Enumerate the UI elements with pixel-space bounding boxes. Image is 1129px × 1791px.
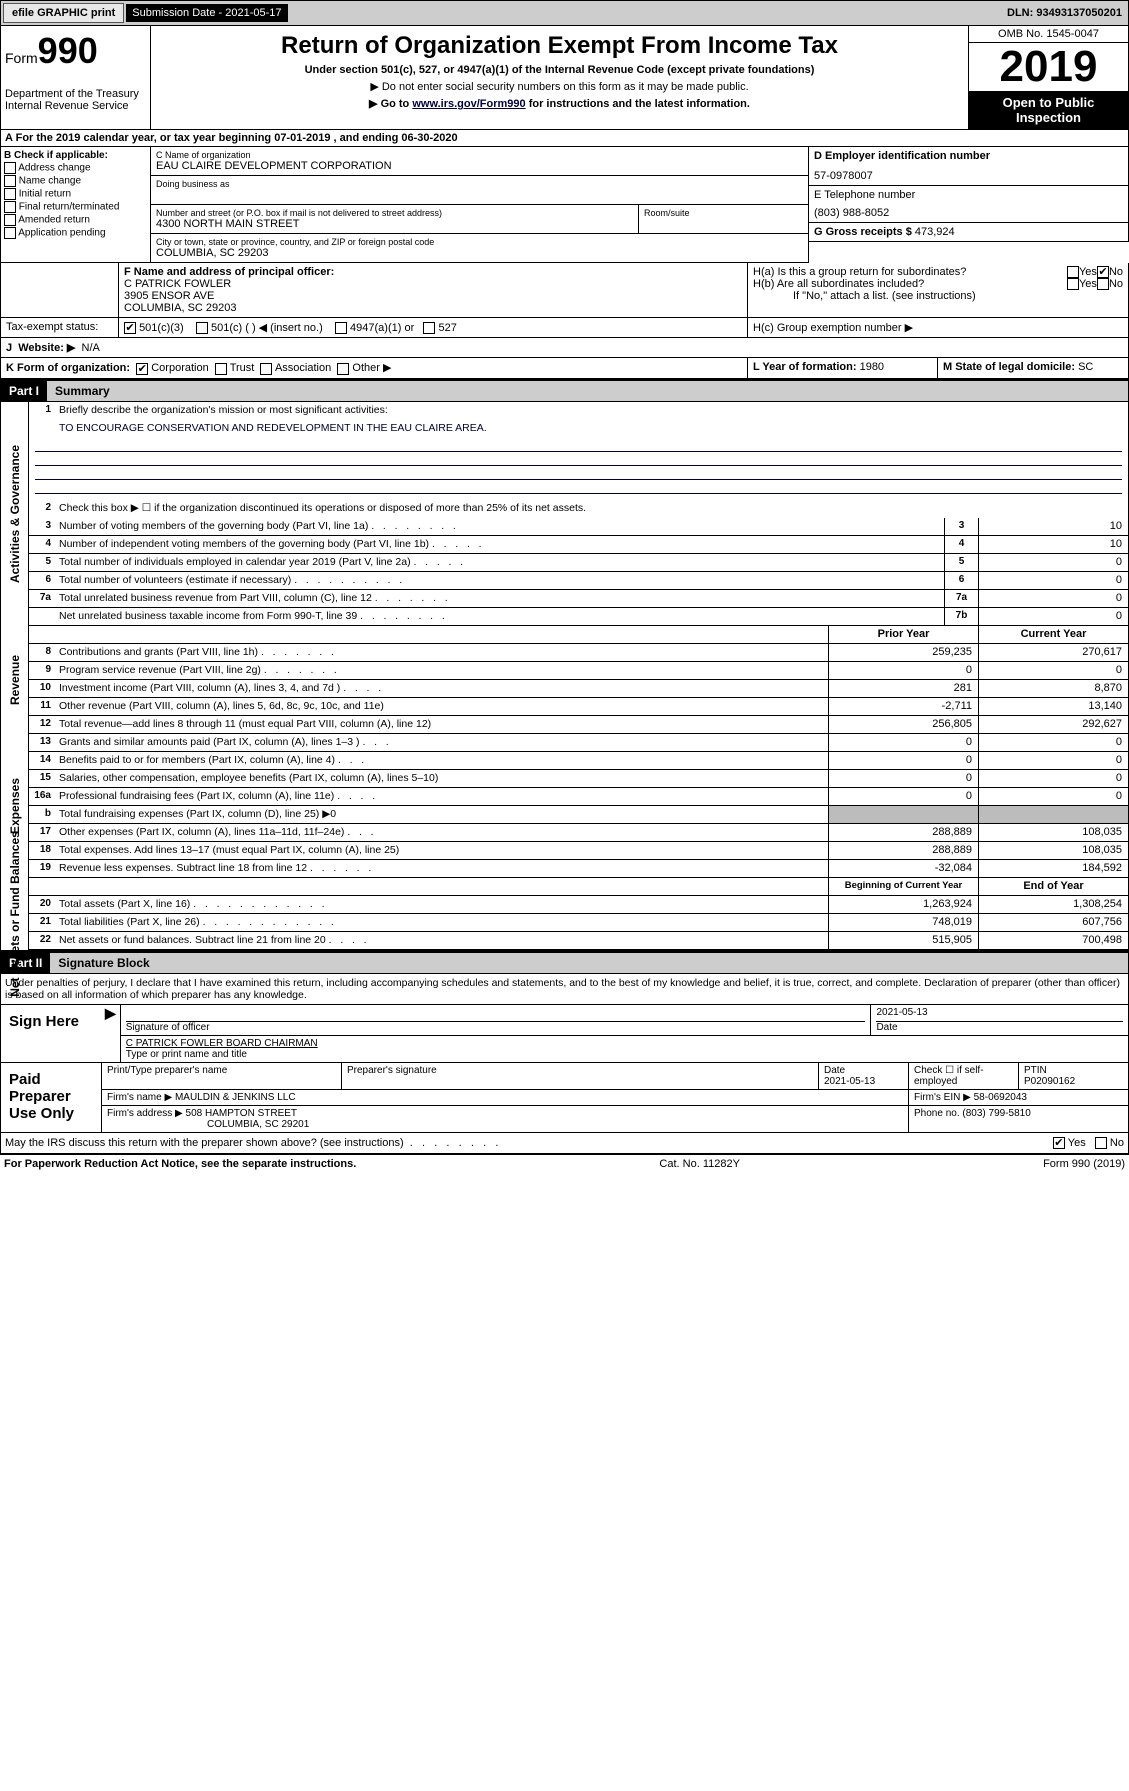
org-name-box: C Name of organization EAU CLAIRE DEVELO…: [150, 147, 809, 176]
line-1: Briefly describe the organization's miss…: [55, 402, 1128, 420]
line-12: Total revenue—add lines 8 through 11 (mu…: [55, 716, 828, 733]
sign-here-label: Sign Here: [1, 1005, 101, 1062]
line-10: Investment income (Part VIII, column (A)…: [55, 680, 828, 697]
efile-print-button[interactable]: efile GRAPHIC print: [3, 3, 124, 23]
line-19: Revenue less expenses. Subtract line 18 …: [55, 860, 828, 877]
page-footer: For Paperwork Reduction Act Notice, see …: [0, 1154, 1129, 1173]
col-prior: Prior Year: [828, 626, 978, 643]
dba-box: Doing business as: [150, 176, 809, 205]
section-h: H(a) Is this a group return for subordin…: [748, 263, 1128, 317]
open-to-public: Open to Public Inspection: [969, 91, 1128, 129]
line-15: Salaries, other compensation, employee b…: [55, 770, 828, 787]
form-title: Return of Organization Exempt From Incom…: [157, 32, 962, 60]
line-17: Other expenses (Part IX, column (A), lin…: [55, 824, 828, 841]
subtitle-3: ▶ Go to www.irs.gov/Form990 for instruct…: [157, 97, 962, 110]
tax-period: A For the 2019 calendar year, or tax yea…: [0, 130, 1129, 147]
principal-officer: F Name and address of principal officer:…: [119, 263, 748, 317]
tax-exempt-label: Tax-exempt status:: [1, 318, 119, 337]
paid-preparer-label: Paid Preparer Use Only: [1, 1063, 101, 1132]
form-of-org: K Form of organization: Corporation Trus…: [1, 358, 748, 377]
instructions-link[interactable]: www.irs.gov/Form990: [412, 98, 525, 110]
tax-year: 2019: [969, 43, 1128, 91]
col-begin: Beginning of Current Year: [828, 878, 978, 895]
line-16b: Total fundraising expenses (Part IX, col…: [55, 806, 828, 823]
subtitle-2: ▶ Do not enter social security numbers o…: [157, 80, 962, 93]
group-exemption: H(c) Group exemption number ▶: [748, 318, 1128, 337]
line-8: Contributions and grants (Part VIII, lin…: [55, 644, 828, 661]
submission-date: Submission Date - 2021-05-17: [126, 4, 287, 22]
website: J Website: ▶ N/A: [1, 338, 1128, 357]
col-current: Current Year: [978, 626, 1128, 643]
discuss-row: May the IRS discuss this return with the…: [0, 1133, 1129, 1154]
dln: DLN: 93493137050201: [1007, 7, 1126, 19]
gross-receipts: G Gross receipts $ 473,924: [809, 223, 1129, 242]
section-b: B Check if applicable: Address change Na…: [0, 147, 150, 263]
col-end: End of Year: [978, 878, 1128, 895]
omb-number: OMB No. 1545-0047: [969, 26, 1128, 43]
line-5: Total number of individuals employed in …: [55, 554, 944, 571]
line-14: Benefits paid to or for members (Part IX…: [55, 752, 828, 769]
line-2: Check this box ▶ ☐ if the organization d…: [55, 500, 1128, 518]
street-box: Number and street (or P.O. box if mail i…: [150, 205, 639, 234]
line-3: Number of voting members of the governin…: [55, 518, 944, 535]
line-16a: Professional fundraising fees (Part IX, …: [55, 788, 828, 805]
perjury-statement: Under penalties of perjury, I declare th…: [0, 974, 1129, 1004]
top-bar: efile GRAPHIC print Submission Date - 20…: [0, 0, 1129, 26]
line-4: Number of independent voting members of …: [55, 536, 944, 553]
signature-block: Sign Here ▶ Signature of officer 2021-05…: [0, 1004, 1129, 1133]
year-formation: L Year of formation: 1980: [748, 358, 938, 377]
city-box: City or town, state or province, country…: [150, 234, 809, 263]
phone-box: E Telephone number(803) 988-8052: [809, 186, 1129, 223]
line-20: Total assets (Part X, line 16) . . . . .…: [55, 896, 828, 913]
tax-exempt-status: 501(c)(3) 501(c) ( ) ◀ (insert no.) 4947…: [119, 318, 748, 337]
dept-treasury: Department of the Treasury Internal Reve…: [5, 88, 146, 112]
state-domicile: M State of legal domicile: SC: [938, 358, 1128, 377]
line-13: Grants and similar amounts paid (Part IX…: [55, 734, 828, 751]
part-ii-header: Part IISignature Block: [0, 952, 1129, 974]
room-box: Room/suite: [639, 205, 809, 234]
sidelabel-revenue: Revenue: [1, 626, 29, 734]
line-22: Net assets or fund balances. Subtract li…: [55, 932, 828, 949]
line-21: Total liabilities (Part X, line 26) . . …: [55, 914, 828, 931]
form-number: Form990: [5, 30, 146, 72]
line-11: Other revenue (Part VIII, column (A), li…: [55, 698, 828, 715]
mission: TO ENCOURAGE CONSERVATION AND REDEVELOPM…: [55, 420, 1128, 438]
form-header: Form990 Department of the Treasury Inter…: [0, 26, 1129, 130]
line-9: Program service revenue (Part VIII, line…: [55, 662, 828, 679]
line-7b: Net unrelated business taxable income fr…: [55, 608, 944, 625]
line-7a: Total unrelated business revenue from Pa…: [55, 590, 944, 607]
ein-box: D Employer identification number57-09780…: [809, 147, 1129, 186]
line-6: Total number of volunteers (estimate if …: [55, 572, 944, 589]
subtitle-1: Under section 501(c), 527, or 4947(a)(1)…: [157, 64, 962, 76]
line-18: Total expenses. Add lines 13–17 (must eq…: [55, 842, 828, 859]
sidelabel-netassets: Net Assets or Fund Balances: [1, 878, 29, 950]
part-i-header: Part ISummary: [0, 380, 1129, 402]
sidelabel-activities: Activities & Governance: [1, 402, 29, 626]
